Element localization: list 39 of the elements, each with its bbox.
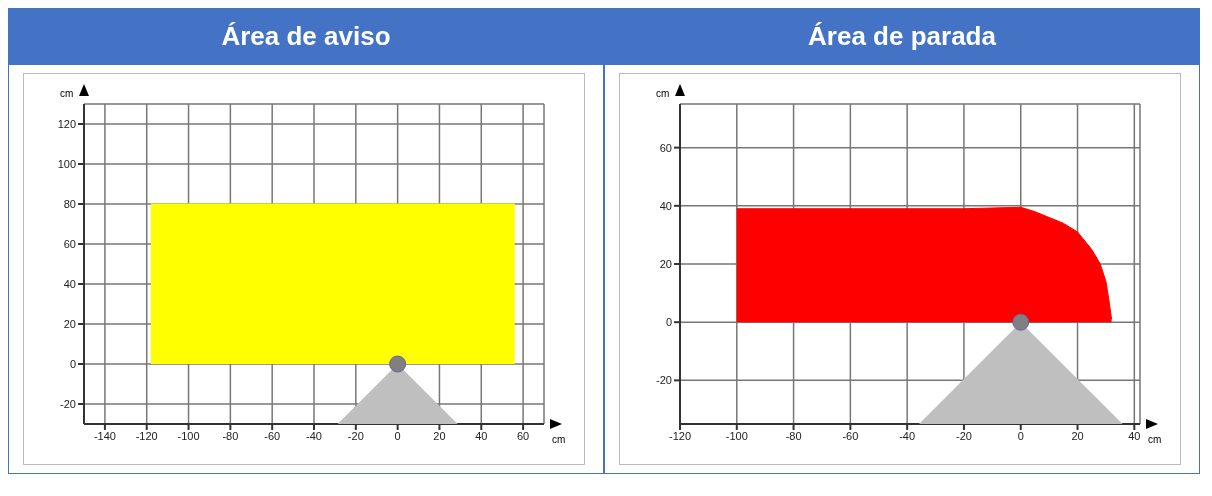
x-tick-label: -120 [135,429,158,442]
x-tick-label: -100 [177,429,200,442]
y-tick-label: 40 [63,277,76,290]
y-tick-label: 0 [665,316,672,329]
x-tick-label: -40 [899,429,916,442]
x-tick-label: -100 [725,429,748,442]
x-tick-label: 0 [1017,429,1024,442]
x-tick-label: -40 [306,429,322,442]
y-tick-label: 40 [659,199,672,212]
x-axis-title: cm [552,434,566,445]
x-tick-label: -80 [785,429,802,442]
x-tick-label: 20 [1071,429,1084,442]
chart-title: Área de aviso [9,8,603,65]
y-tick-label: 120 [57,117,76,130]
x-tick-label: 40 [1128,429,1141,442]
x-tick-label: -140 [93,429,116,442]
y-axis-title: cm [60,88,74,99]
x-tick-label: 60 [516,429,530,442]
x-axis-title: cm [1148,434,1162,445]
y-tick-label: -20 [656,374,672,387]
x-tick-label: -60 [842,429,859,442]
x-tick-label: 40 [475,429,488,442]
x-tick-label: -20 [347,429,364,442]
y-tick-label: 80 [63,197,76,210]
x-tick-label: -80 [222,429,239,442]
x-tick-label: 0 [394,429,401,442]
y-tick-label: 100 [57,157,76,170]
y-tick-label: 60 [659,141,672,154]
y-tick-label: 60 [63,237,76,250]
x-tick-label: -60 [264,429,281,442]
y-tick-label: -20 [60,397,76,410]
y-tick-label: 20 [63,317,76,330]
x-tick-label: -20 [956,429,972,442]
chart-title: Área de parada [605,8,1199,65]
y-tick-label: 20 [659,257,672,270]
y-tick-label: 0 [69,357,76,370]
x-tick-label: -120 [668,429,692,442]
y-axis-title: cm [656,88,670,99]
x-tick-label: 20 [433,429,446,442]
